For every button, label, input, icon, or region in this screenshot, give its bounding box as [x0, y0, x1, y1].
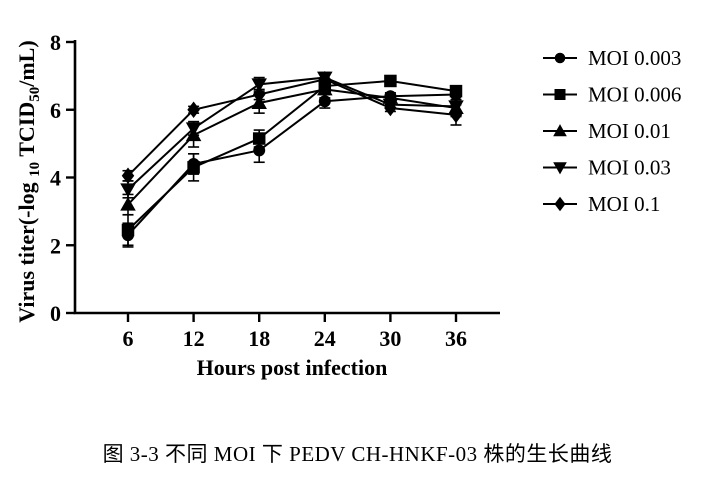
legend-item-moi-0-003: MOI 0.003 — [543, 46, 681, 70]
triangle-down-marker — [185, 122, 202, 137]
diamond-marker — [187, 101, 200, 118]
triangle-up-marker — [317, 81, 333, 96]
diamond-marker — [318, 71, 332, 88]
triangle-down-marker — [553, 162, 567, 175]
legend-item-moi-0-1: MOI 0.1 — [543, 192, 660, 216]
series-line-moi-0-1 — [127, 78, 457, 177]
triangle-down-marker — [251, 78, 267, 93]
series-markers-moi-0-03 — [120, 71, 464, 198]
x-tick-label: 36 — [445, 326, 467, 351]
triangle-up-marker — [553, 124, 567, 137]
y-tick-label: 8 — [50, 30, 61, 55]
diamond-marker — [252, 86, 266, 103]
series-line-moi-0-03 — [127, 76, 457, 191]
diamond-marker — [449, 106, 463, 124]
y-tick-label: 4 — [50, 166, 61, 191]
legend-item-moi-0-03: MOI 0.03 — [543, 156, 671, 180]
circle-marker — [554, 52, 566, 64]
error-bars — [122, 71, 462, 248]
legend-label: MOI 0.003 — [588, 46, 681, 70]
y-tick-label: 6 — [50, 98, 61, 123]
legend-label: MOI 0.1 — [588, 192, 660, 216]
legend-item-moi-0-006: MOI 0.006 — [543, 83, 681, 107]
x-tick-label: 24 — [314, 326, 336, 351]
series-line-moi-0-003 — [127, 93, 457, 236]
diamond-marker — [384, 99, 397, 117]
triangle-down-marker — [120, 183, 136, 198]
legend: MOI 0.003 MOI 0.006 MOI 0.01 MOI 0.03 MOI 0.… — [543, 46, 681, 216]
square-marker — [384, 74, 397, 88]
x-axis-title: Hours post infection — [197, 355, 388, 380]
x-tick-label: 6 — [123, 326, 134, 351]
y-axis-title: Virus titer(-log 10 TCID50/mL) — [14, 40, 43, 322]
series-markers-moi-0-1 — [121, 71, 463, 185]
series-markers-moi-0-006 — [121, 74, 463, 237]
series-line-moi-0-01 — [127, 88, 457, 206]
legend-label: MOI 0.006 — [588, 83, 681, 107]
legend-label: MOI 0.03 — [588, 156, 671, 180]
triangle-up-marker — [120, 196, 136, 211]
x-tick-label: 18 — [248, 326, 270, 351]
legend-item-moi-0-01: MOI 0.01 — [543, 119, 671, 143]
diamond-marker — [121, 167, 135, 185]
square-marker — [449, 84, 463, 98]
series-line-moi-0-006 — [127, 79, 457, 231]
square-marker — [187, 161, 200, 174]
growth-curve-chart: 0 2 4 6 8 6 12 18 24 30 36 Hours post infection Viru… — [14, 30, 681, 380]
circle-marker — [318, 95, 331, 108]
diamond-marker — [554, 196, 566, 212]
y-tick-label: 0 — [50, 301, 61, 326]
square-marker — [252, 132, 266, 145]
circle-marker — [253, 144, 266, 157]
y-tick-label: 2 — [50, 233, 61, 258]
x-tick-label: 30 — [379, 326, 401, 351]
figure-caption: 图 3-3 不同 MOI 下 PEDV CH-HNKF-03 株的生长曲线 — [102, 442, 613, 466]
square-marker — [121, 223, 135, 237]
square-marker — [554, 89, 566, 100]
legend-label: MOI 0.01 — [588, 119, 671, 143]
x-tick-label: 12 — [183, 326, 205, 351]
